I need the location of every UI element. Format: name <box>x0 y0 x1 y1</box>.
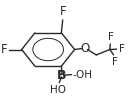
Text: -OH: -OH <box>72 70 92 80</box>
Text: F: F <box>1 43 8 56</box>
Text: HO: HO <box>50 85 66 95</box>
Text: F: F <box>59 5 66 18</box>
Text: F: F <box>112 57 118 67</box>
Text: B: B <box>57 69 67 82</box>
Text: F: F <box>119 44 125 54</box>
Text: O: O <box>80 41 89 55</box>
Text: F: F <box>108 32 113 42</box>
